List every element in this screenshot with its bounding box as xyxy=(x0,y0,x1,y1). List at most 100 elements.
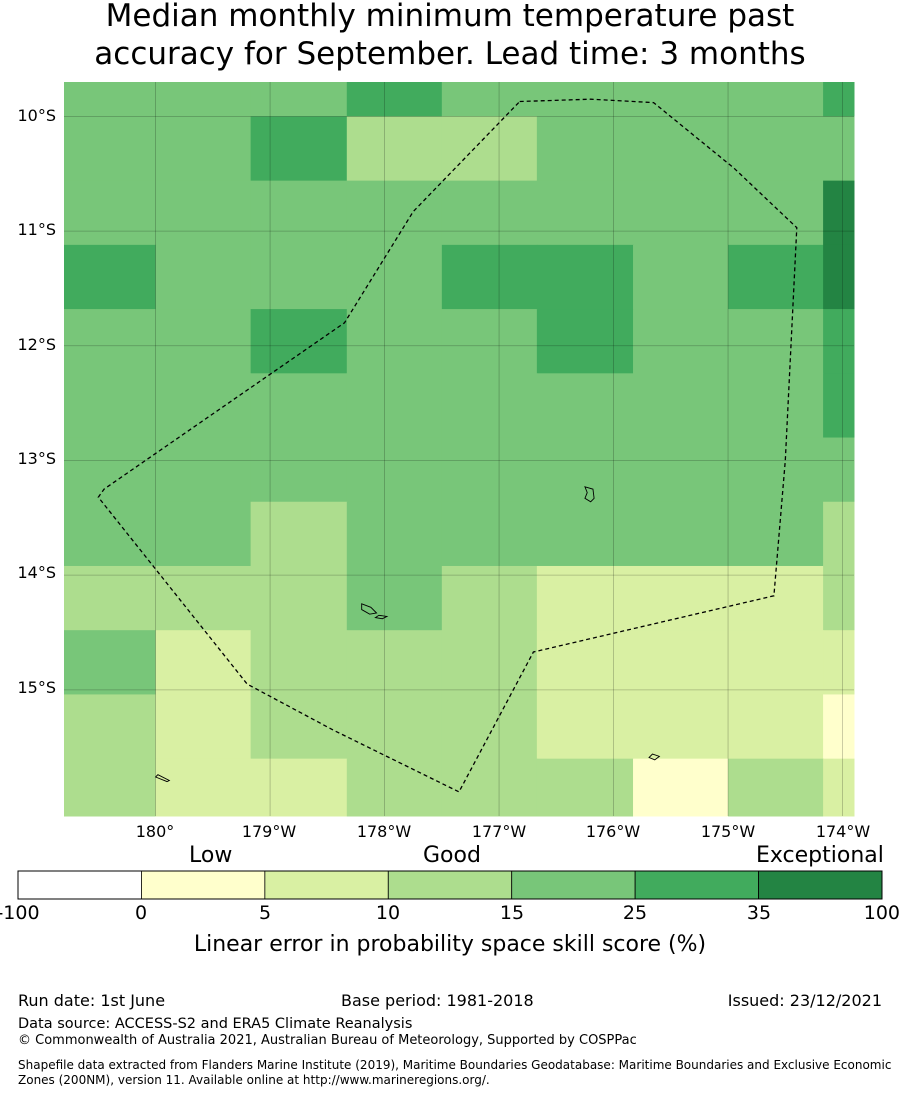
skill-cell xyxy=(728,116,824,182)
skill-cell xyxy=(441,309,538,374)
colorbar-tick: -100 xyxy=(0,902,40,924)
skill-cell xyxy=(441,501,538,567)
island-outline xyxy=(374,614,389,620)
skill-cell xyxy=(536,694,634,760)
data-source: Data source: ACCESS-S2 and ERA5 Climate … xyxy=(18,1016,413,1032)
skill-cell xyxy=(64,180,157,246)
skill-cell xyxy=(728,373,824,439)
lon-label-180: 180° xyxy=(135,822,175,841)
skill-cell xyxy=(346,630,443,695)
colorbar-swatch xyxy=(264,870,389,900)
shapefile-credit-line2: Zones (200NM), version 11. Available onl… xyxy=(18,1073,490,1087)
colorbar-title: Linear error in probability space skill … xyxy=(193,932,707,957)
colorbar-swatch xyxy=(387,870,513,900)
skill-cell xyxy=(64,82,157,117)
colorbar-swatch xyxy=(17,870,142,900)
skill-cell xyxy=(823,309,855,374)
skill-cell xyxy=(346,373,443,439)
island-outline xyxy=(361,603,378,615)
skill-cell xyxy=(728,501,824,567)
skill-cell xyxy=(633,694,729,760)
skill-cell xyxy=(823,244,855,310)
skill-cell xyxy=(633,630,729,695)
colorbar-tick: 10 xyxy=(375,902,401,924)
skill-cell xyxy=(64,694,157,760)
skill-cell xyxy=(633,565,729,631)
skill-cell xyxy=(155,501,252,567)
colorbar-tick: 35 xyxy=(746,902,772,924)
colorbar-swatch xyxy=(634,870,759,900)
skill-cell xyxy=(346,694,443,760)
category-exceptional: Exceptional xyxy=(756,843,884,868)
island-outline xyxy=(584,486,595,503)
skill-cell xyxy=(441,758,538,817)
skill-cell xyxy=(823,437,855,503)
island-outline xyxy=(648,753,661,761)
skill-cell xyxy=(633,758,729,817)
base-period: Base period: 1981-2018 xyxy=(341,991,534,1010)
skill-cell xyxy=(346,244,443,310)
colorbar-frame xyxy=(17,870,883,900)
skill-cell xyxy=(536,309,634,374)
skill-cell xyxy=(250,82,348,117)
skill-cell xyxy=(155,565,252,631)
colorbar-tick: 15 xyxy=(499,902,525,924)
colorbar-swatch xyxy=(511,870,636,900)
skill-cell xyxy=(250,694,348,760)
skill-cell xyxy=(728,180,824,246)
colorbar-swatch xyxy=(758,870,883,900)
skill-cell xyxy=(728,82,824,117)
skill-cell xyxy=(155,630,252,695)
skill-cell xyxy=(64,565,157,631)
lat-label-12s: 12°S xyxy=(17,335,56,354)
skill-cell xyxy=(823,501,855,567)
skill-cell xyxy=(346,758,443,817)
skill-cell xyxy=(728,244,824,310)
skill-cell xyxy=(346,116,443,182)
lon-label-177w: 177°W xyxy=(471,822,527,841)
skill-cell xyxy=(441,373,538,439)
shapefile-credit-line1: Shapefile data extracted from Flanders M… xyxy=(18,1058,892,1072)
skill-cell xyxy=(728,758,824,817)
colorbar xyxy=(17,870,883,900)
colorbar-tick: 0 xyxy=(134,902,148,924)
skill-cell xyxy=(250,373,348,439)
lon-label-176w: 176°W xyxy=(585,822,641,841)
skill-cell xyxy=(155,244,252,310)
lon-label-175w: 175°W xyxy=(700,822,756,841)
skill-cell xyxy=(536,373,634,439)
lat-label-13s: 13°S xyxy=(17,449,56,468)
skill-cell xyxy=(64,116,157,182)
skill-cell xyxy=(64,630,157,695)
skill-cell xyxy=(823,758,855,817)
skill-cell xyxy=(441,244,538,310)
skill-cell xyxy=(633,373,729,439)
skill-cell xyxy=(441,565,538,631)
skill-cell xyxy=(823,565,855,631)
skill-cell xyxy=(441,694,538,760)
issued-date: Issued: 23/12/2021 xyxy=(727,991,882,1010)
skill-cell xyxy=(250,116,348,182)
skill-cell xyxy=(346,180,443,246)
run-date: Run date: 1st June xyxy=(18,991,166,1010)
lat-label-14s: 14°S xyxy=(17,563,56,582)
skill-cell xyxy=(823,82,855,117)
skill-cell xyxy=(823,116,855,182)
skill-cell xyxy=(633,180,729,246)
skill-grid xyxy=(64,82,855,817)
colorbar-tick: 5 xyxy=(258,902,272,924)
skill-cell xyxy=(536,180,634,246)
lat-label-15s: 15°S xyxy=(17,678,56,697)
lat-label-10s: 10°S xyxy=(17,106,56,125)
skill-cell xyxy=(155,180,252,246)
skill-cell xyxy=(64,309,157,374)
skill-cell xyxy=(346,437,443,503)
island-outline xyxy=(154,774,171,783)
skill-cell xyxy=(536,758,634,817)
skill-cell xyxy=(250,244,348,310)
skill-cell xyxy=(536,116,634,182)
skill-cell xyxy=(155,758,252,817)
skill-cell xyxy=(250,309,348,374)
lon-label-179w: 179°W xyxy=(241,822,297,841)
category-low: Low xyxy=(189,843,233,868)
